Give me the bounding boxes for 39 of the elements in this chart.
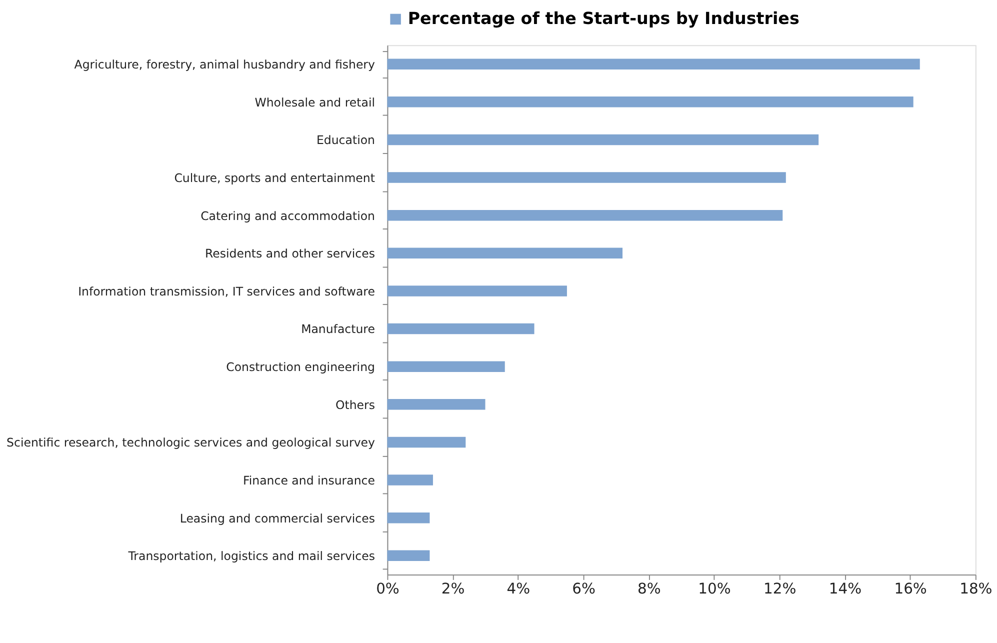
x-tick-label: 4% [506,580,530,598]
y-tick-label: Scientific research, technologic services and geological survey [6,436,376,450]
x-tick-label: 12% [764,580,796,598]
x-tick-label: 0% [376,580,400,598]
bar [387,512,430,524]
y-tick-label: Residents and other services [205,246,375,261]
bar [387,96,914,108]
y-tick-label: Catering and accommodation [200,208,375,223]
y-tick-label: Culture, sports and entertainment [174,170,376,185]
y-tick-label: Wholesale and retail [254,95,375,110]
bar [387,323,534,334]
y-tick-label: Agriculture, forestry, animal husbandry and fishery [74,58,376,72]
y-tick-label: Others [335,398,375,412]
x-tick-label: 2% [441,580,465,598]
x-tick-label: 6% [572,580,596,598]
y-tick-label: Construction engineering [226,360,375,374]
x-tick-label: 14% [828,580,862,598]
x-tick-label: 16% [894,580,927,598]
bar [387,474,433,486]
bar [387,550,430,562]
y-tick-label: Leasing and commercial services [180,511,375,526]
legend-label: Percentage of the Start-ups by Industries [408,9,800,28]
bar [387,399,486,410]
y-tick-label: Education [316,133,375,148]
bar [387,134,819,146]
y-tick-label: Transportation, logistics and mail services [127,549,375,564]
x-tick-label: 10% [698,580,731,598]
y-tick-label: Manufacture [301,322,375,336]
bar [387,58,920,70]
bar [387,361,505,372]
bar [387,436,466,448]
bar [387,286,567,296]
bar [387,172,786,183]
bar [387,210,783,221]
y-tick-label: Finance and insurance [242,473,375,488]
x-tick-label: 18% [960,580,992,598]
y-tick-label: Information transmission, IT services and software [78,284,375,298]
x-tick-label: 8% [637,580,661,598]
bar [387,248,623,259]
